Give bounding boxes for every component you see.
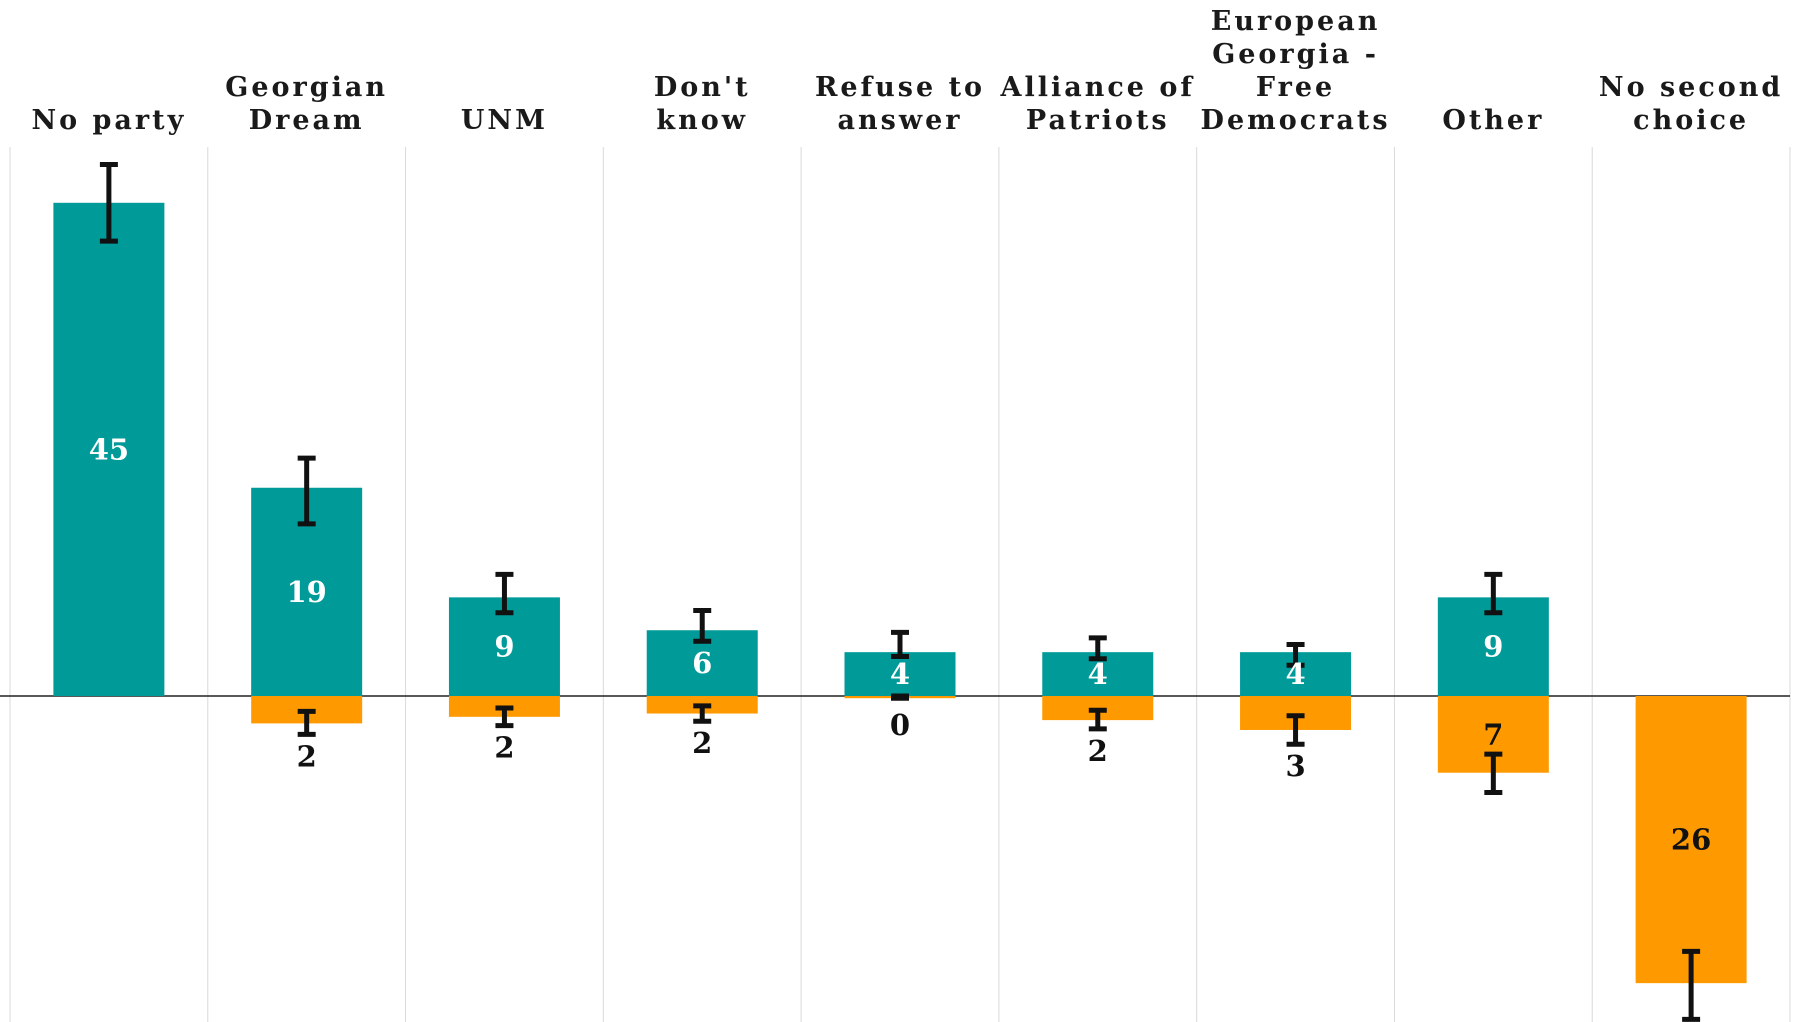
category-label: European (1211, 6, 1381, 37)
bar-value-label: 7 (1483, 717, 1503, 751)
bar-value-label: 19 (286, 575, 326, 609)
bar-value-label: 45 (89, 432, 129, 466)
error-bars-layer (99, 161, 1701, 1022)
bar-value-label: 3 (1285, 749, 1305, 783)
bar-value-label: 2 (692, 726, 712, 760)
category-label: Democrats (1201, 105, 1391, 136)
category-label: Don't (654, 72, 751, 103)
category-label: Other (1442, 105, 1544, 136)
bar-value-label: 4 (1285, 657, 1305, 691)
bars-layer (53, 202, 1747, 984)
bar-value-label: 2 (297, 739, 317, 773)
category-label: No second (1599, 72, 1783, 103)
category-label: Refuse to (815, 72, 985, 103)
category-label: Patriots (1026, 105, 1170, 136)
bar-value-label: 0 (890, 708, 910, 742)
bar-value-label: 6 (692, 646, 712, 680)
bar-first-choice (53, 202, 165, 697)
category-label: Georgian (225, 72, 388, 103)
bar-value-label: 9 (494, 630, 514, 664)
category-label: know (656, 105, 748, 136)
bar-second-choice (1635, 696, 1747, 984)
bar-first-choice (844, 652, 956, 696)
category-label: Free (1256, 72, 1335, 103)
category-label: choice (1633, 105, 1749, 136)
category-label: Georgia - (1212, 39, 1379, 70)
value-labels-layer: 45 19 9 6 4 4 4 9 2 2 2 0 2 3 7 26 (89, 432, 1712, 856)
bar-value-label: 2 (1088, 734, 1108, 768)
bar-value-label: 4 (1088, 657, 1108, 691)
bar-value-label: 4 (890, 657, 910, 691)
category-label: UNM (461, 105, 548, 136)
bar-value-label: 26 (1671, 823, 1711, 857)
category-label: answer (838, 105, 963, 136)
category-label: Alliance of (1000, 72, 1196, 103)
bar-value-label: 2 (494, 731, 514, 765)
category-label: Dream (249, 105, 365, 136)
category-label: No party (31, 105, 186, 136)
bar-value-label: 9 (1483, 630, 1503, 664)
